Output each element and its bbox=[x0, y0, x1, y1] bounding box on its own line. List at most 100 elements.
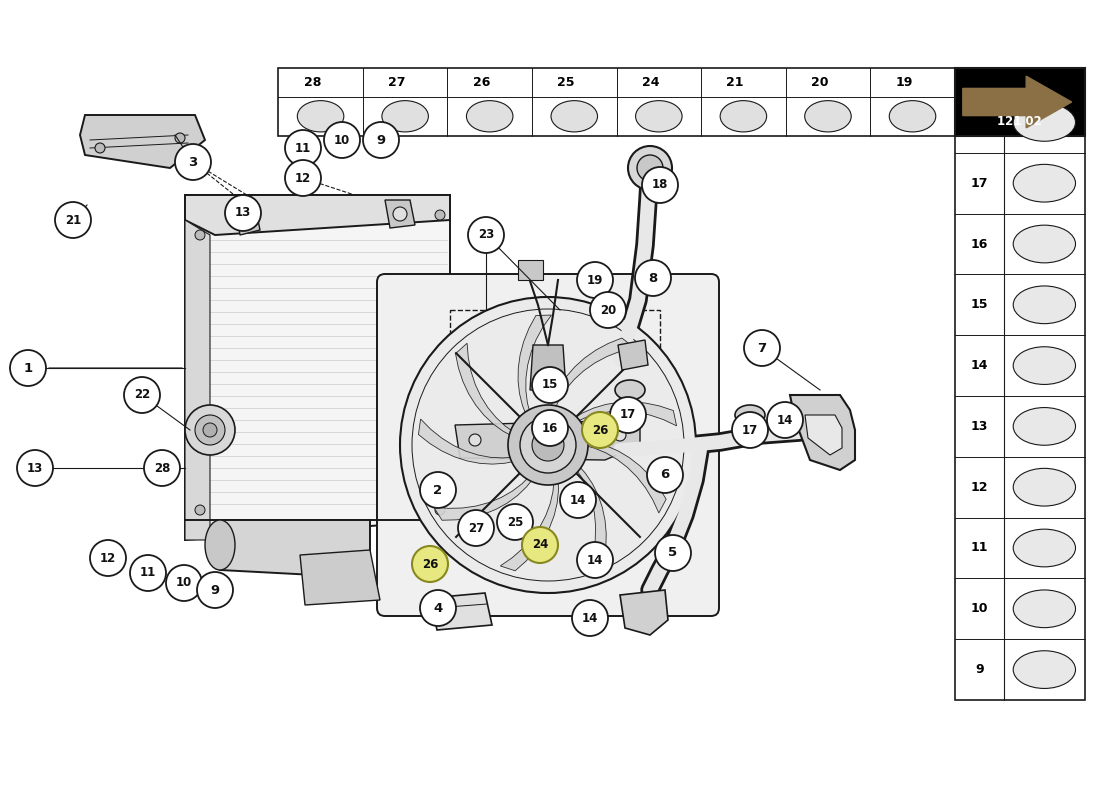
Text: 25: 25 bbox=[507, 515, 524, 529]
Circle shape bbox=[363, 122, 399, 158]
Text: 15: 15 bbox=[970, 298, 988, 311]
Circle shape bbox=[175, 133, 185, 143]
Circle shape bbox=[744, 330, 780, 366]
Circle shape bbox=[185, 405, 235, 455]
Circle shape bbox=[497, 504, 534, 540]
Polygon shape bbox=[550, 338, 635, 410]
Circle shape bbox=[642, 167, 678, 203]
Text: 17: 17 bbox=[620, 409, 636, 422]
Ellipse shape bbox=[551, 101, 597, 132]
Text: 14: 14 bbox=[777, 414, 793, 426]
Ellipse shape bbox=[1013, 164, 1076, 202]
Polygon shape bbox=[575, 464, 606, 568]
Circle shape bbox=[590, 292, 626, 328]
Polygon shape bbox=[805, 415, 842, 455]
Text: 28: 28 bbox=[154, 462, 170, 474]
Text: 9: 9 bbox=[376, 134, 386, 146]
Circle shape bbox=[578, 262, 613, 298]
Circle shape bbox=[654, 535, 691, 571]
Circle shape bbox=[647, 457, 683, 493]
Text: europar: europar bbox=[183, 317, 678, 423]
Circle shape bbox=[637, 155, 663, 181]
Polygon shape bbox=[235, 205, 260, 235]
Text: 14: 14 bbox=[970, 359, 988, 372]
Circle shape bbox=[124, 377, 160, 413]
Polygon shape bbox=[620, 590, 668, 635]
Ellipse shape bbox=[805, 101, 851, 132]
Ellipse shape bbox=[1013, 346, 1076, 385]
Circle shape bbox=[468, 217, 504, 253]
Circle shape bbox=[520, 417, 576, 473]
Circle shape bbox=[560, 482, 596, 518]
Circle shape bbox=[10, 350, 46, 386]
Circle shape bbox=[16, 450, 53, 486]
Text: 4: 4 bbox=[433, 602, 442, 614]
Text: 3: 3 bbox=[188, 155, 198, 169]
Polygon shape bbox=[185, 220, 210, 540]
Circle shape bbox=[285, 160, 321, 196]
Text: 23: 23 bbox=[477, 229, 494, 242]
Text: 24: 24 bbox=[642, 77, 659, 90]
Polygon shape bbox=[418, 419, 517, 464]
Text: 10: 10 bbox=[334, 134, 350, 146]
Circle shape bbox=[434, 505, 446, 515]
Polygon shape bbox=[790, 395, 855, 470]
Circle shape bbox=[532, 367, 568, 403]
Text: 12: 12 bbox=[970, 481, 988, 494]
Text: 27: 27 bbox=[468, 522, 484, 534]
Bar bbox=[955, 68, 1085, 136]
Polygon shape bbox=[962, 76, 1071, 128]
Circle shape bbox=[458, 510, 494, 546]
Bar bbox=[450, 310, 660, 440]
Text: 18: 18 bbox=[971, 116, 988, 129]
Text: 21: 21 bbox=[726, 77, 744, 90]
Text: 19: 19 bbox=[586, 274, 603, 286]
Ellipse shape bbox=[297, 101, 344, 132]
Circle shape bbox=[241, 213, 255, 227]
Circle shape bbox=[95, 143, 104, 153]
Circle shape bbox=[532, 429, 564, 461]
Text: 17: 17 bbox=[741, 423, 758, 437]
Ellipse shape bbox=[615, 380, 645, 400]
Circle shape bbox=[508, 405, 588, 485]
Circle shape bbox=[412, 546, 448, 582]
Circle shape bbox=[226, 195, 261, 231]
Text: 11: 11 bbox=[970, 542, 988, 554]
Circle shape bbox=[197, 572, 233, 608]
Circle shape bbox=[324, 122, 360, 158]
Text: 13: 13 bbox=[26, 462, 43, 474]
Text: 13: 13 bbox=[235, 206, 251, 219]
Text: 11: 11 bbox=[295, 142, 311, 154]
Circle shape bbox=[144, 450, 180, 486]
Text: 20: 20 bbox=[811, 77, 828, 90]
Circle shape bbox=[572, 600, 608, 636]
Circle shape bbox=[420, 472, 456, 508]
Circle shape bbox=[767, 402, 803, 438]
Circle shape bbox=[393, 207, 407, 221]
FancyBboxPatch shape bbox=[377, 274, 719, 616]
Text: 14: 14 bbox=[570, 494, 586, 506]
Polygon shape bbox=[518, 260, 543, 280]
Text: 13: 13 bbox=[971, 420, 988, 433]
Text: 5: 5 bbox=[669, 546, 678, 559]
Polygon shape bbox=[433, 475, 535, 520]
Circle shape bbox=[195, 505, 205, 515]
Circle shape bbox=[420, 590, 456, 626]
Ellipse shape bbox=[1013, 529, 1076, 567]
Circle shape bbox=[469, 434, 481, 446]
Text: 24: 24 bbox=[531, 538, 548, 551]
Ellipse shape bbox=[1013, 103, 1076, 142]
Text: 6: 6 bbox=[660, 469, 670, 482]
Ellipse shape bbox=[382, 101, 428, 132]
Polygon shape bbox=[430, 593, 492, 630]
Text: 7: 7 bbox=[758, 342, 767, 354]
Text: 18: 18 bbox=[652, 178, 668, 191]
Ellipse shape bbox=[889, 101, 936, 132]
Polygon shape bbox=[518, 315, 551, 417]
Text: 20: 20 bbox=[600, 303, 616, 317]
Circle shape bbox=[434, 210, 446, 220]
Circle shape bbox=[522, 527, 558, 563]
Ellipse shape bbox=[1013, 650, 1076, 689]
Circle shape bbox=[628, 146, 672, 190]
Text: 19: 19 bbox=[895, 77, 913, 90]
